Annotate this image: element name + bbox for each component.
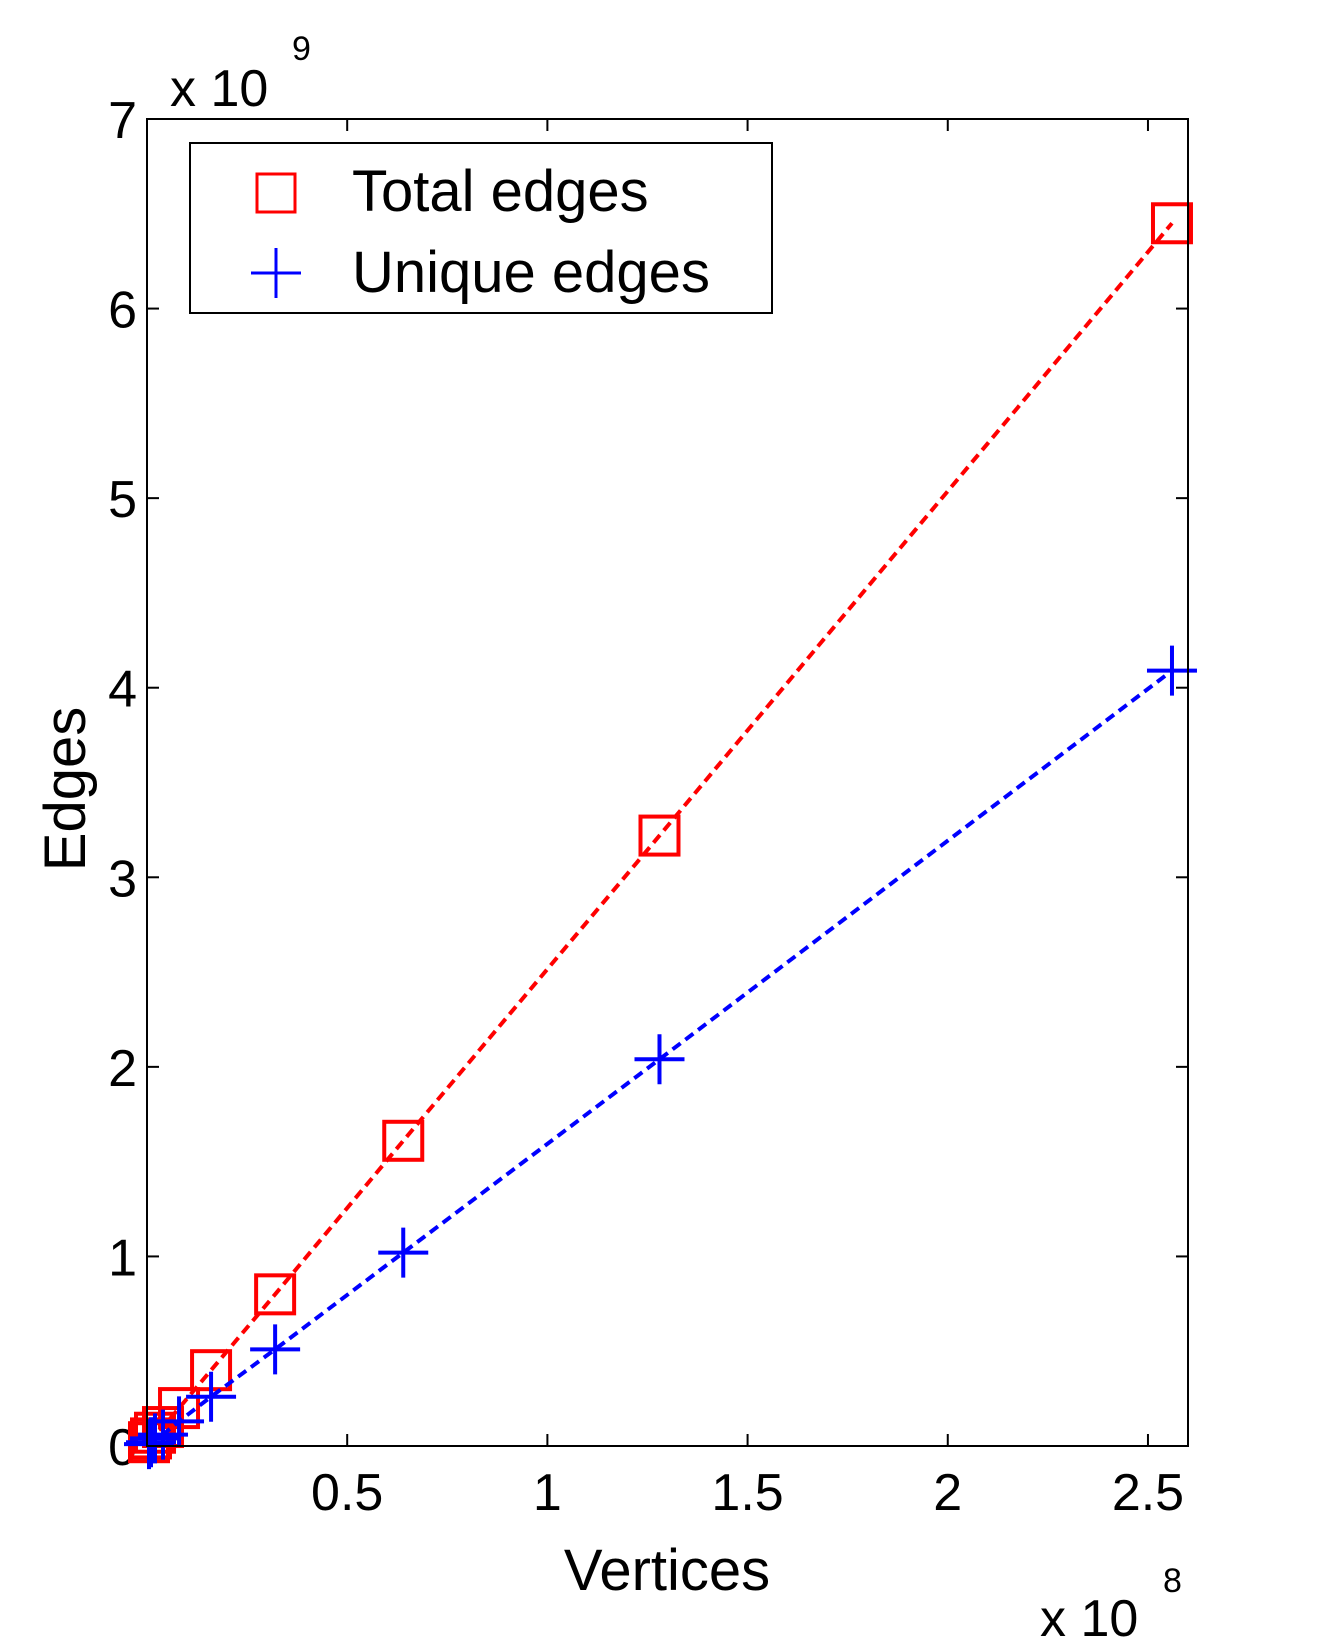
y-tick-label: 6 [108, 282, 137, 340]
data-point-square [382, 1119, 425, 1162]
data-point-square [1150, 202, 1193, 245]
plot-area [147, 119, 1188, 1446]
x-tick-label: 0.5 [311, 1464, 383, 1522]
series-layer [124, 202, 1197, 1470]
y-tick-label: 1 [108, 1229, 137, 1287]
data-point-plus [378, 1227, 429, 1278]
x-tick-label: 1 [533, 1464, 562, 1522]
data-point-plus [250, 1324, 301, 1375]
x-tick-label: 2.5 [1112, 1464, 1184, 1522]
x-axis-label: Vertices [564, 1538, 770, 1603]
x-multiplier-base: x 10 [1040, 1590, 1138, 1647]
y-multiplier: x 10 9 [170, 30, 311, 118]
legend-label-total-edges: Total edges [352, 159, 649, 224]
x-multiplier-exp: 8 [1163, 1562, 1182, 1600]
legend-plus-marker [251, 248, 301, 298]
y-tick-label: 7 [108, 92, 137, 150]
data-point-plus [154, 1396, 205, 1447]
data-point-square [638, 814, 681, 857]
y-tick-label: 2 [108, 1040, 137, 1098]
x-multiplier: x 10 8 [1040, 1562, 1182, 1647]
y-axis-label: Edges [33, 707, 98, 871]
y-tick-label: 4 [108, 661, 137, 719]
x-tick-label: 2 [933, 1464, 962, 1522]
y-multiplier-base: x 10 [170, 60, 268, 118]
x-tick-label: 1.5 [711, 1464, 783, 1522]
legend-square-marker [255, 172, 297, 214]
data-point-plus [634, 1034, 685, 1085]
legend-box [189, 142, 773, 314]
y-multiplier-exp: 9 [292, 30, 311, 68]
plot-frame [146, 118, 1189, 1447]
data-point-square [254, 1273, 297, 1316]
series-unique-edges [124, 645, 1197, 1470]
y-tick-label: 5 [108, 471, 137, 529]
legend: Total edges Unique edges [189, 142, 773, 314]
data-point-plus [126, 1417, 177, 1468]
data-point-plus [186, 1371, 237, 1422]
y-tick-label: 3 [108, 850, 137, 908]
legend-label-unique-edges: Unique edges [352, 240, 710, 305]
